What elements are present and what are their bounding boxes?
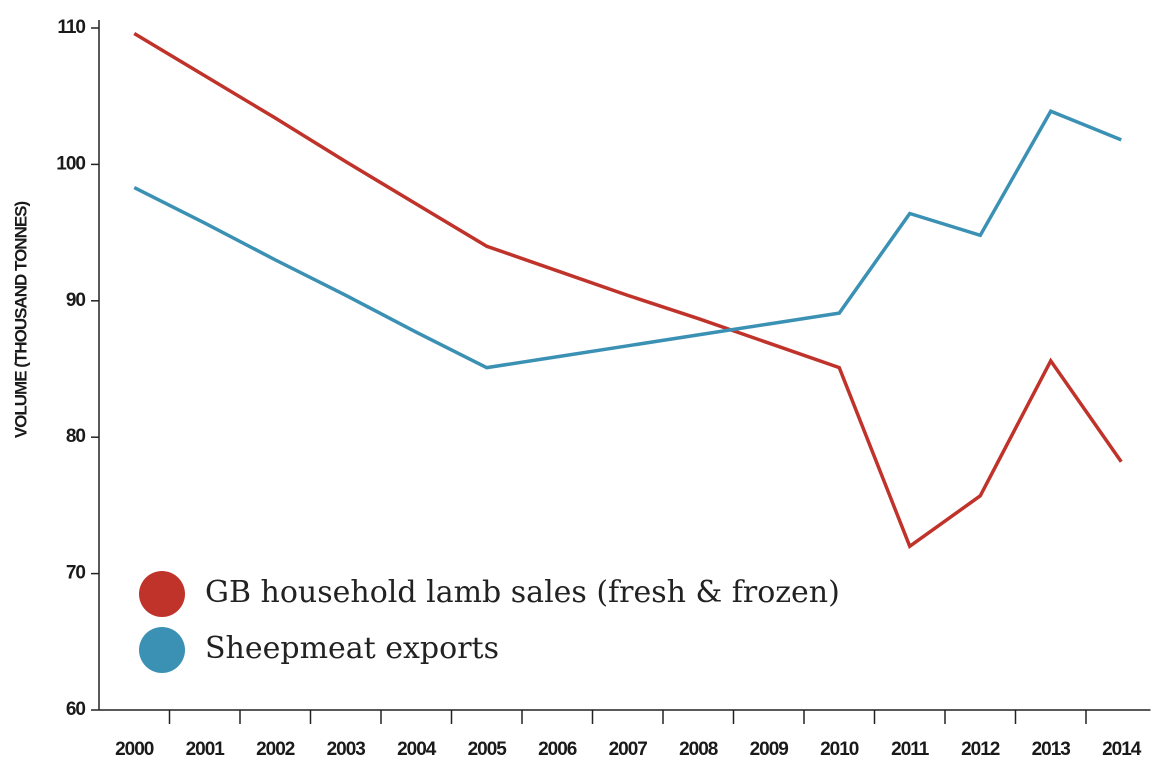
y-tick-label: 100 [56, 153, 85, 174]
legend-swatch [139, 571, 185, 617]
x-tick-label: 2003 [327, 739, 366, 760]
x-tick-label: 2007 [609, 739, 648, 760]
x-tick-label: 2004 [397, 739, 437, 760]
x-tick-label: 2008 [679, 739, 718, 760]
legend-swatch [139, 627, 185, 673]
y-tick-label: 80 [66, 426, 86, 447]
y-tick-label: 110 [57, 17, 85, 38]
x-tick-label: 2012 [961, 739, 1000, 760]
x-tick-label: 2006 [538, 739, 577, 760]
x-tick-label: 2013 [1032, 739, 1071, 760]
line-series [133, 109, 1122, 370]
line-series [133, 31, 1123, 550]
x-tick-label: 2001 [186, 739, 226, 760]
x-tick-label: 2010 [820, 739, 859, 760]
x-tick-label: 2002 [256, 739, 295, 760]
y-axis-title: VOLUME (THOUSAND TONNES) [11, 201, 30, 438]
x-tick-label: 2009 [750, 739, 789, 760]
y-tick-label: 90 [66, 290, 86, 311]
y-tick-label: 60 [66, 699, 86, 720]
x-tick-label: 2005 [468, 739, 508, 760]
y-tick-label: 70 [66, 563, 86, 584]
x-tick-label: 2014 [1102, 739, 1142, 760]
x-tick-label: 2011 [891, 739, 930, 760]
legend-label: GB household lamb sales (fresh & frozen) [205, 575, 840, 610]
x-tick-label: 2000 [115, 739, 154, 760]
legend-label: Sheepmeat exports [205, 631, 499, 666]
